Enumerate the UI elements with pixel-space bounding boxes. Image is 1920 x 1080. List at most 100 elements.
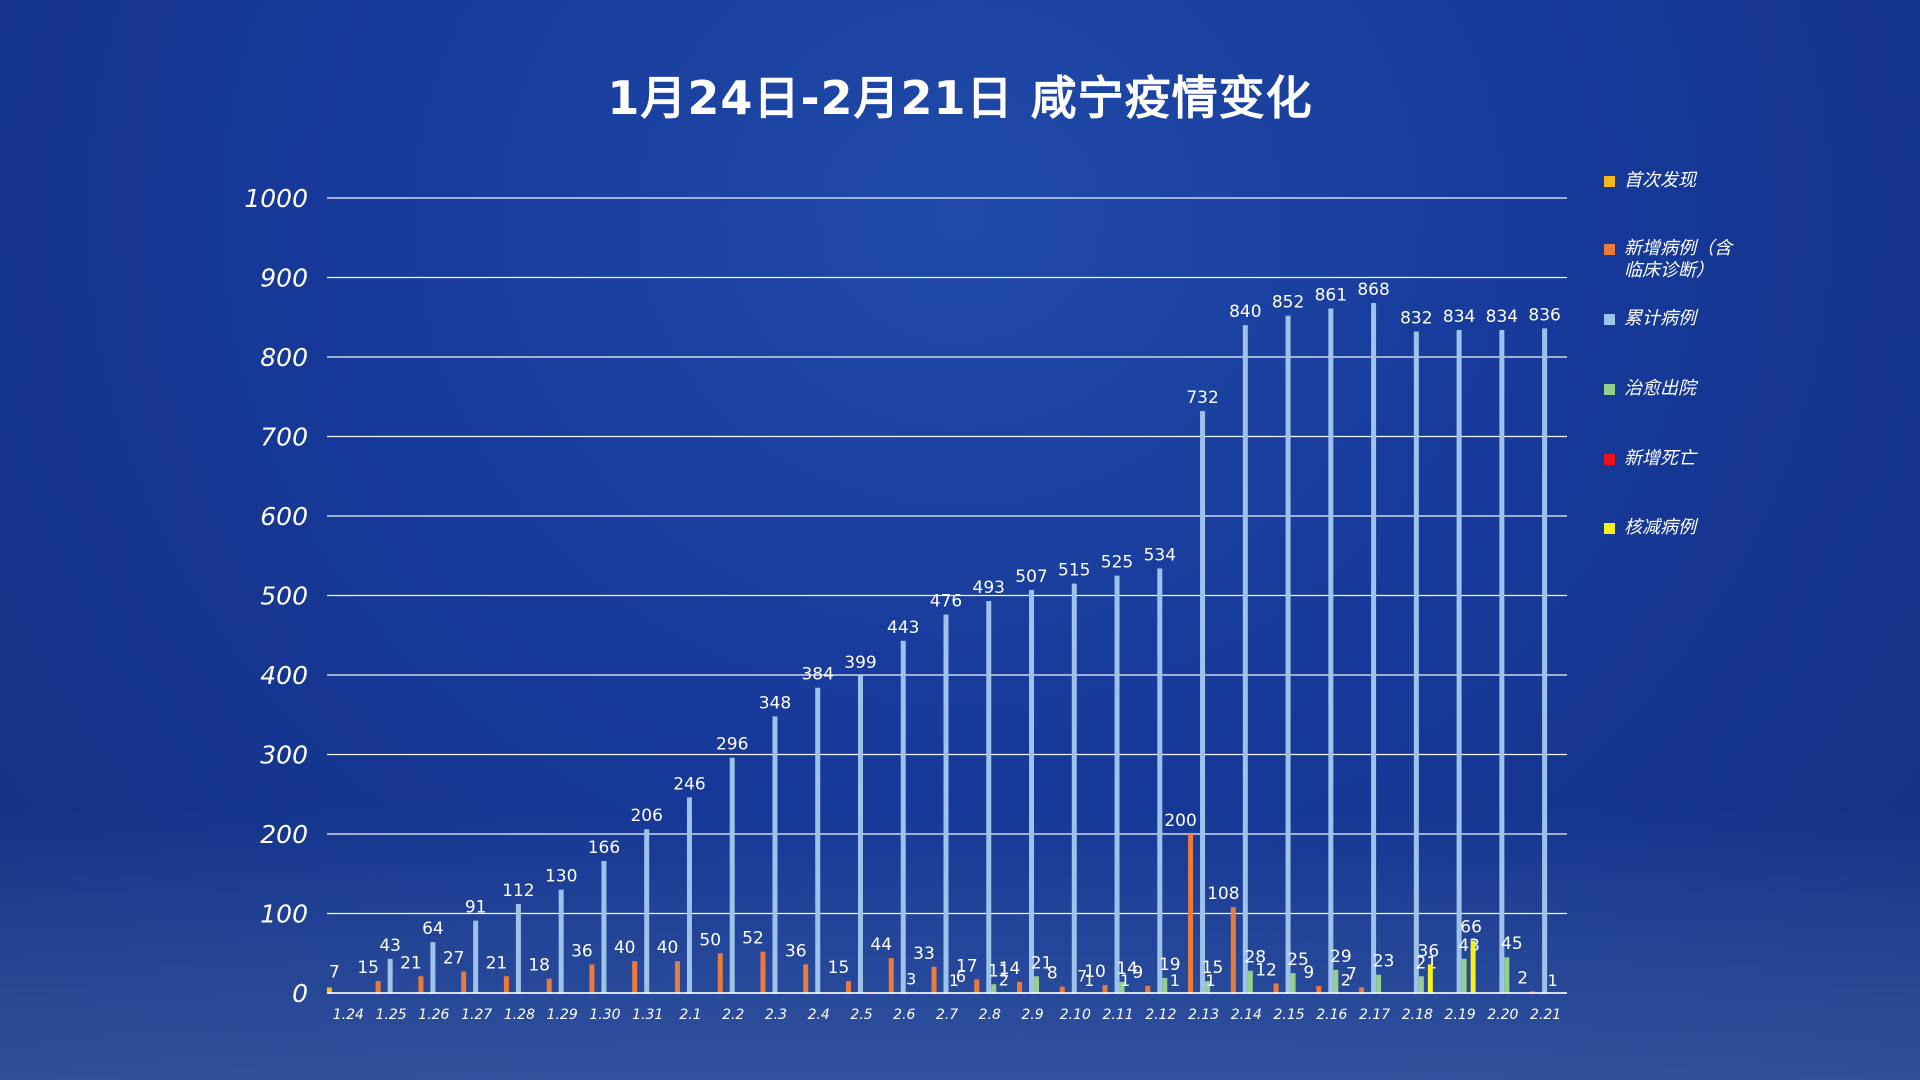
x-tick-label: 1.26 bbox=[418, 1007, 449, 1023]
bar-new_cases bbox=[674, 961, 680, 993]
x-tick-label: 2.13 bbox=[1188, 1007, 1219, 1023]
bar-new_cases bbox=[1145, 985, 1151, 993]
data-label-cumulative: 112 bbox=[502, 881, 534, 901]
data-label-cumulative: 732 bbox=[1186, 388, 1218, 408]
data-label-recovered: 14 bbox=[1116, 959, 1138, 979]
data-label-new_cases: 40 bbox=[614, 938, 636, 958]
data-label-new_cases: 27 bbox=[443, 949, 465, 969]
x-tick-label: 2.20 bbox=[1487, 1007, 1518, 1023]
bar-cumulative bbox=[1071, 583, 1077, 993]
y-tick-label: 700 bbox=[260, 423, 308, 452]
data-label-cumulative: 515 bbox=[1058, 561, 1090, 581]
legend-label-first-found: 首次发现 bbox=[1624, 170, 1696, 191]
bar-cumulative bbox=[729, 757, 735, 993]
data-label-recovered: 11 bbox=[988, 961, 1010, 981]
bar-cumulative bbox=[1456, 329, 1462, 994]
bar-cumulative bbox=[1328, 308, 1334, 993]
data-label-cumulative: 206 bbox=[630, 806, 662, 826]
data-label-new_cases: 52 bbox=[742, 929, 764, 949]
bar-new_cases bbox=[1017, 981, 1023, 993]
data-label-new_cases: 12 bbox=[1255, 960, 1277, 980]
x-tick-label: 2.15 bbox=[1273, 1007, 1304, 1023]
bar-cumulative bbox=[1114, 575, 1120, 993]
data-label-extra: 2 bbox=[1341, 970, 1351, 989]
data-label-recovered: 29 bbox=[1330, 947, 1352, 967]
x-tick-label: 2.16 bbox=[1316, 1007, 1347, 1023]
y-tick-label: 0 bbox=[292, 979, 308, 1008]
bar-new_cases bbox=[418, 976, 424, 993]
data-label-new_cases: 44 bbox=[870, 935, 892, 955]
x-tick-label: 1.28 bbox=[504, 1007, 535, 1023]
bar-new_cases bbox=[803, 964, 809, 993]
data-label-removed: 66 bbox=[1460, 918, 1482, 938]
bar-new_cases bbox=[375, 981, 381, 993]
bar-cumulative bbox=[1157, 568, 1163, 993]
data-label-new_cases: 2 bbox=[1517, 968, 1528, 988]
data-label-recovered: 43 bbox=[1458, 936, 1480, 956]
bar-recovered bbox=[1461, 958, 1467, 993]
x-tick-label: 1.27 bbox=[461, 1007, 492, 1023]
bar-recovered bbox=[1333, 969, 1339, 993]
bar-cumulative bbox=[857, 675, 863, 993]
bar-cumulative bbox=[772, 716, 778, 993]
data-label-new_cases: 33 bbox=[913, 944, 935, 964]
bar-new_cases bbox=[1359, 987, 1365, 993]
bar-cumulative bbox=[1285, 315, 1291, 993]
bar-new_cases bbox=[1188, 834, 1194, 993]
bar-cumulative bbox=[473, 920, 479, 993]
bar-cumulative bbox=[1200, 411, 1206, 993]
city-skyline-background bbox=[0, 810, 1920, 1080]
bar-cumulative bbox=[558, 889, 564, 993]
data-label-recovered: 23 bbox=[1373, 952, 1395, 972]
data-label-new_cases: 10 bbox=[1084, 962, 1106, 982]
bar-cumulative bbox=[1029, 589, 1035, 993]
y-tick-label: 500 bbox=[260, 582, 308, 611]
x-tick-label: 1.25 bbox=[376, 1007, 407, 1023]
data-label-cumulative: 525 bbox=[1101, 553, 1133, 573]
data-label-cumulative: 130 bbox=[545, 867, 577, 887]
bar-cumulative bbox=[1371, 302, 1377, 993]
data-label-extra: 6 bbox=[956, 967, 966, 986]
bar-cumulative bbox=[815, 687, 821, 993]
y-tick-label: 100 bbox=[260, 900, 308, 929]
data-label-new_cases: 15 bbox=[357, 958, 379, 978]
data-label-first_found: 7 bbox=[329, 962, 340, 982]
bar-cumulative bbox=[943, 614, 949, 993]
bar-new_cases bbox=[888, 958, 894, 993]
bar-new_cases bbox=[632, 961, 638, 993]
y-tick-label: 900 bbox=[260, 264, 308, 293]
x-tick-label: 2.1 bbox=[679, 1007, 701, 1023]
data-label-extra: 2 bbox=[999, 970, 1009, 989]
x-tick-label: 2.17 bbox=[1359, 1007, 1390, 1023]
bar-cumulative bbox=[900, 640, 906, 993]
legend-label-cumulative: 累计病例 bbox=[1624, 308, 1696, 329]
bar-new_cases bbox=[1230, 907, 1236, 993]
x-tick-label: 2.11 bbox=[1102, 1007, 1133, 1023]
bar-cumulative bbox=[686, 797, 692, 993]
data-label-recovered: 15 bbox=[1202, 958, 1224, 978]
x-tick-label: 2.2 bbox=[722, 1007, 744, 1023]
legend-label-new-cases: 新增病例（含临床诊断） bbox=[1624, 238, 1732, 281]
legend-swatch-recovered bbox=[1604, 384, 1615, 395]
data-label-cumulative: 399 bbox=[844, 653, 876, 673]
bar-cumulative bbox=[1499, 329, 1505, 994]
bar-new_cases bbox=[760, 951, 766, 993]
data-label-cumulative: 296 bbox=[716, 735, 748, 755]
bar-cumulative bbox=[1413, 331, 1419, 993]
data-label-new_cases: 36 bbox=[785, 941, 807, 961]
legend-item-removed: 核减病例 bbox=[1604, 517, 1734, 539]
x-tick-label: 1.29 bbox=[547, 1007, 578, 1023]
chart-title: 1月24日-2月21日 咸宁疫情变化 bbox=[607, 71, 1313, 125]
bar-new_cases bbox=[546, 978, 552, 993]
x-tick-label: 2.6 bbox=[893, 1007, 915, 1023]
x-tick-label: 2.7 bbox=[936, 1007, 958, 1023]
data-label-extra: 1 bbox=[1084, 971, 1094, 990]
data-label-new_cases: 108 bbox=[1207, 884, 1239, 904]
y-tick-label: 400 bbox=[260, 661, 308, 690]
bar-recovered bbox=[1119, 981, 1125, 993]
bar-recovered bbox=[1205, 981, 1211, 993]
x-tick-label: 2.21 bbox=[1530, 1007, 1561, 1023]
data-label-cumulative: 166 bbox=[588, 838, 620, 858]
bar-first_found bbox=[326, 987, 332, 993]
